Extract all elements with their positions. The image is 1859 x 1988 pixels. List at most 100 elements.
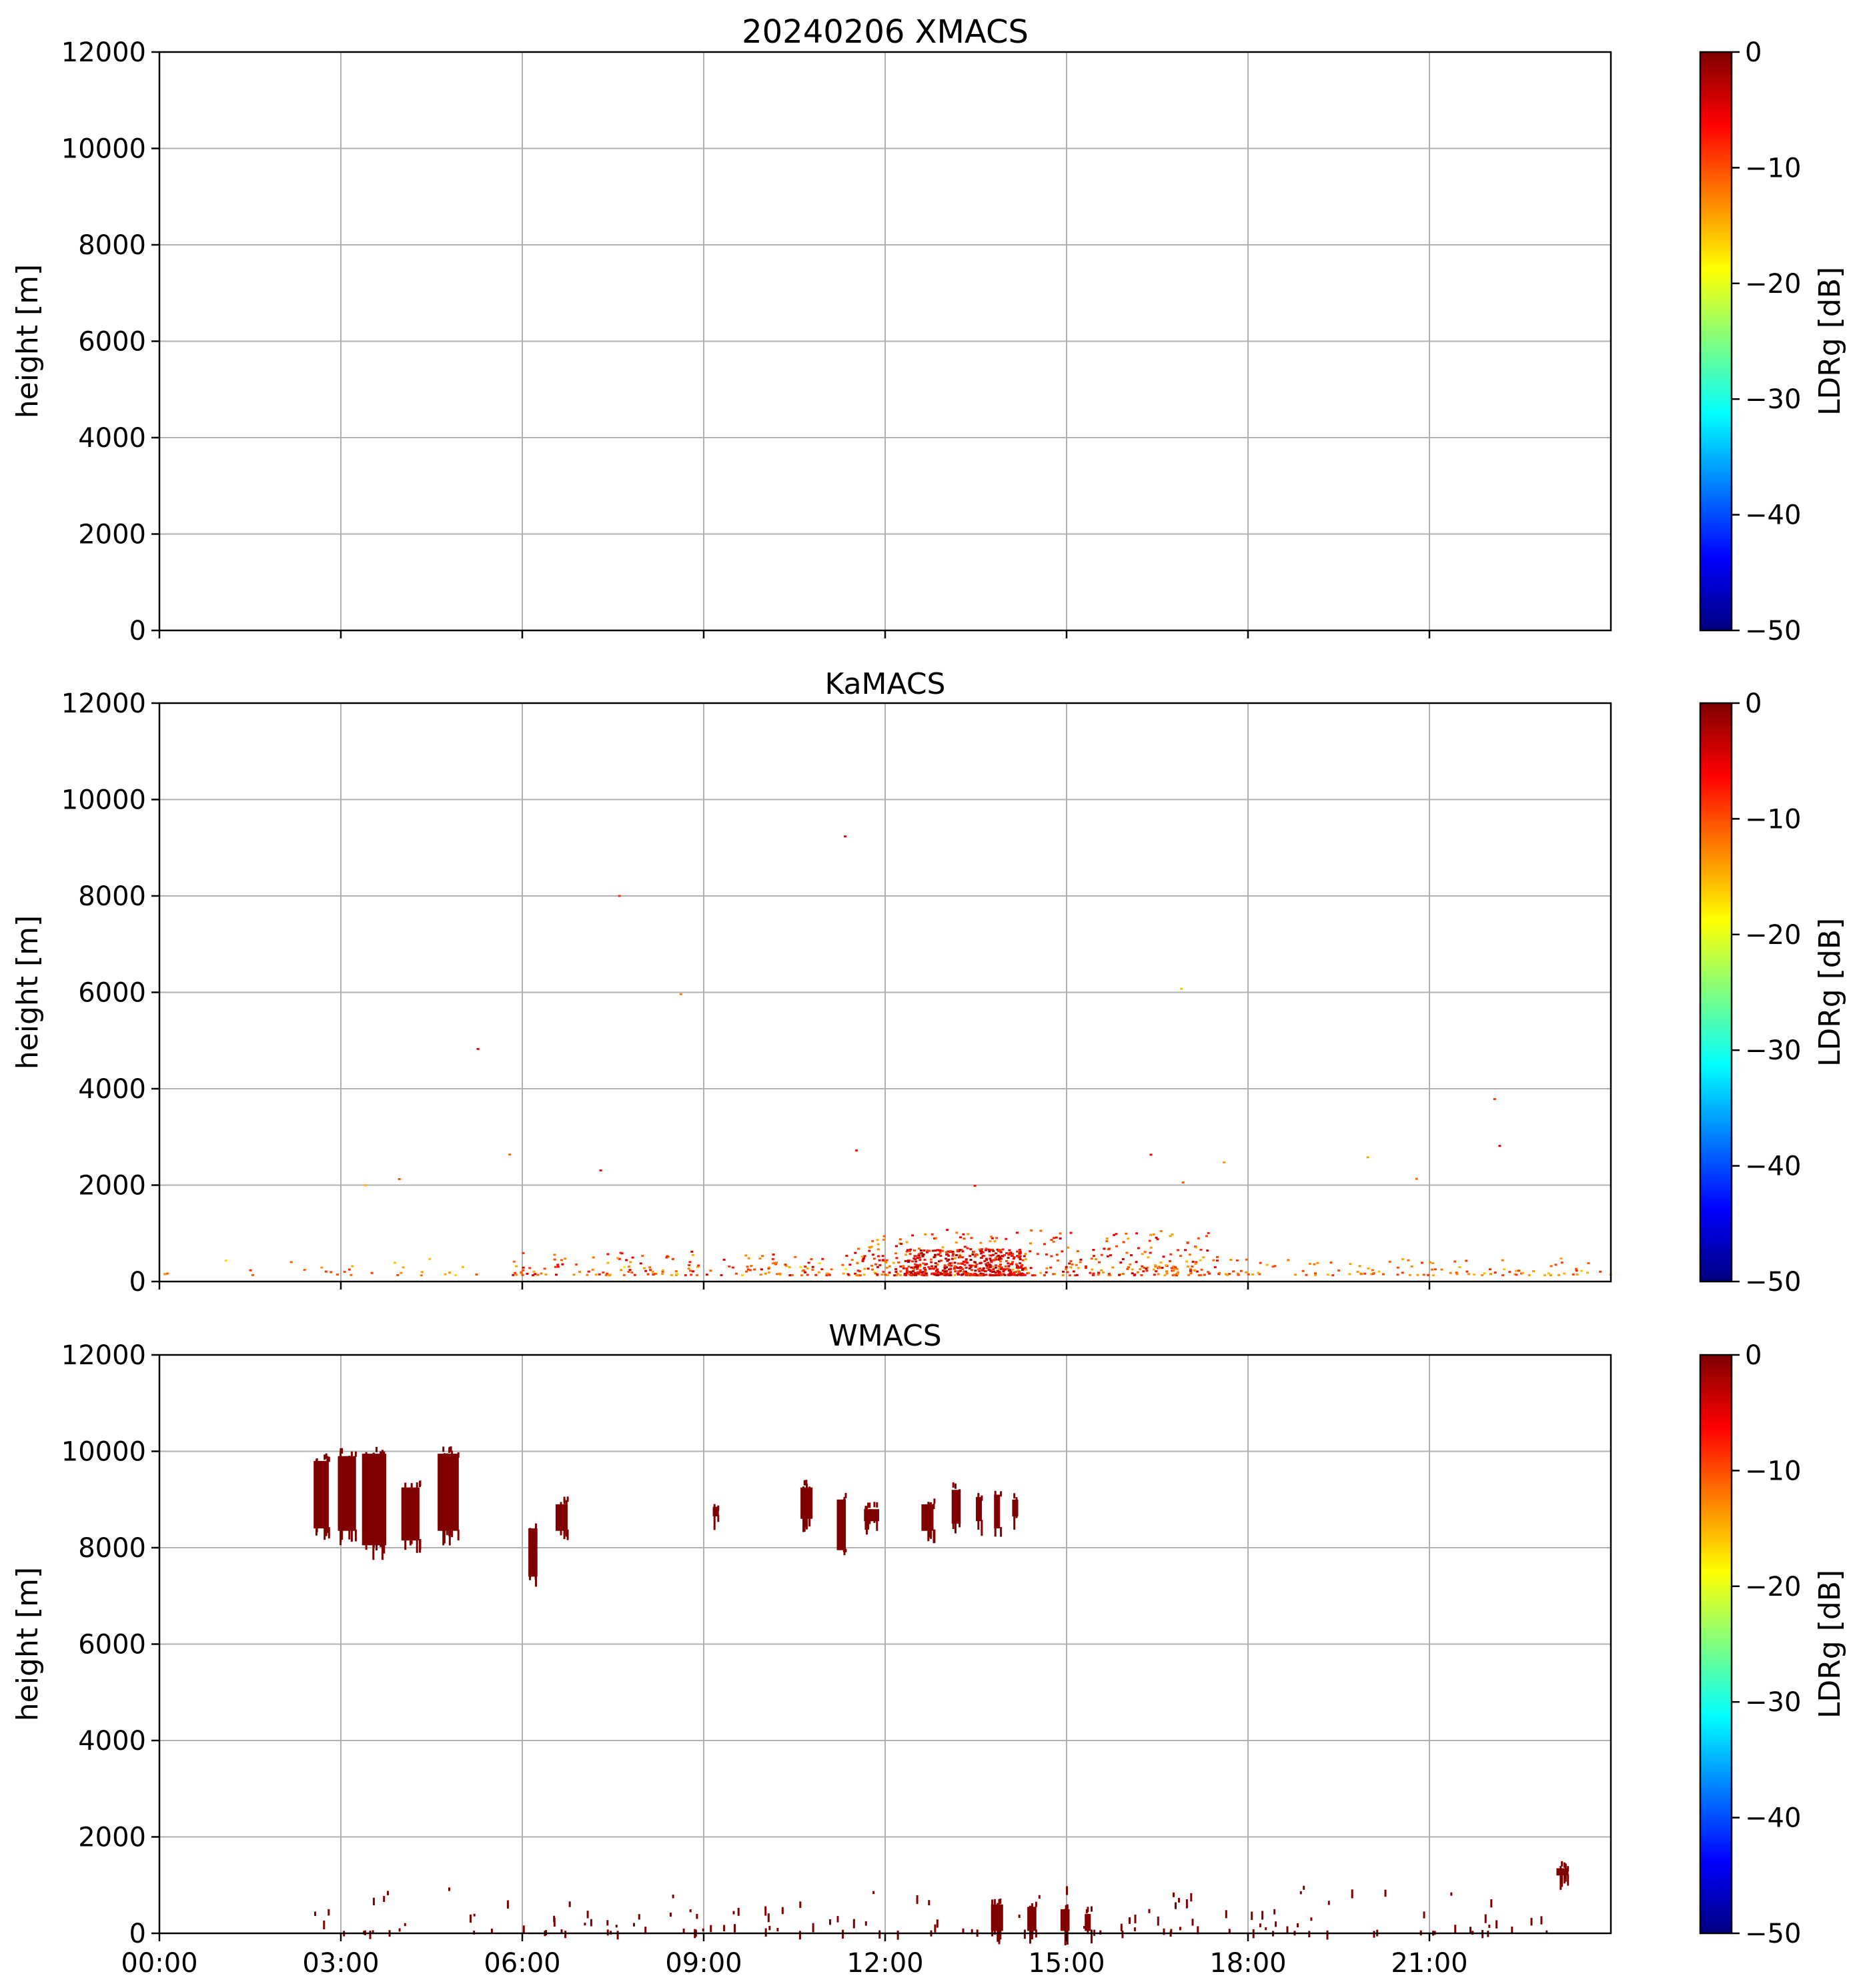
colorbar: −50 −40 −30 −20 −10 0 LDRg [dB] xyxy=(1699,688,1847,1298)
ldr-pixel xyxy=(584,1923,586,1926)
ldr-pixel xyxy=(910,1272,913,1274)
ldr-pixel xyxy=(945,1272,948,1274)
ldr-pixel xyxy=(224,1260,227,1262)
ldr-echo-fringe xyxy=(348,1529,351,1540)
ldr-pixel xyxy=(768,1266,770,1269)
ldr-pixel xyxy=(1062,1270,1065,1273)
ldr-pixel xyxy=(778,1273,782,1276)
ldr-echo-fringe xyxy=(955,1522,957,1534)
ldr-pixel xyxy=(1115,1245,1118,1248)
ldr-pixel xyxy=(905,1250,908,1253)
ldr-echo-fringe xyxy=(867,1502,870,1508)
colorbar-tick-label: −50 xyxy=(1745,616,1801,646)
ldr-pixel xyxy=(928,1268,932,1270)
ldr-pixel xyxy=(1495,1920,1498,1929)
ldr-pixel xyxy=(917,1253,920,1256)
ldr-pixel xyxy=(561,1263,564,1266)
ldr-pixel xyxy=(999,1264,1002,1266)
ldr-pixel xyxy=(1149,1233,1152,1236)
ldr-pixel xyxy=(955,1254,959,1256)
ldr-echo-fringe xyxy=(381,1450,384,1456)
ldr-pixel xyxy=(320,1266,324,1269)
ldr-pixel xyxy=(1130,1254,1133,1257)
ldr-pixel xyxy=(1194,1262,1197,1265)
ldr-echo-fringe xyxy=(381,1544,384,1560)
ldr-pixel xyxy=(400,1272,403,1274)
ldr-pixel xyxy=(1189,1272,1193,1275)
ldr-pixel xyxy=(1059,1237,1062,1239)
ldr-pixel xyxy=(943,1268,947,1270)
ldr-pixel xyxy=(968,1267,971,1270)
ldr-pixel xyxy=(1029,1242,1032,1245)
ldr-low-echo-fringe xyxy=(1087,1907,1089,1913)
ldr-pixel xyxy=(938,1274,941,1276)
ldr-pixel xyxy=(1493,1272,1497,1274)
ldr-echo-fringe xyxy=(443,1529,446,1544)
ldr-pixel xyxy=(993,1240,997,1243)
ldr-pixel xyxy=(544,1274,548,1276)
ldr-pixel xyxy=(949,1268,953,1270)
ldr-pixel xyxy=(1069,1231,1073,1234)
ldr-pixel xyxy=(1017,1271,1021,1274)
ldr-pixel xyxy=(1175,1268,1179,1270)
ldr-pixel xyxy=(918,1248,920,1250)
ldr-pixel xyxy=(1057,1260,1060,1262)
ldr-pixel xyxy=(1550,1265,1553,1268)
ldr-pixel xyxy=(351,1265,354,1268)
ldr-pixel xyxy=(999,1249,1002,1252)
ldr-pixel xyxy=(639,1262,642,1265)
ldr-pixel xyxy=(913,1274,916,1276)
ldr-pixel xyxy=(1133,1927,1136,1931)
ldr-pixel xyxy=(758,1258,762,1260)
ldr-echo-fringe xyxy=(803,1480,806,1486)
ldr-echo-fringe xyxy=(994,1527,997,1537)
ldr-pixel xyxy=(945,1274,949,1276)
ldr-pixel xyxy=(1065,1268,1068,1270)
ldr-pixel xyxy=(885,1259,888,1262)
ldr-pixel xyxy=(1257,1272,1260,1274)
ldr-pixel xyxy=(981,1273,984,1276)
ldr-pixel xyxy=(955,1241,958,1244)
ldr-pixel xyxy=(1076,1250,1079,1252)
ldr-echo-fringe xyxy=(717,1515,720,1522)
ldr-pixel xyxy=(1430,1268,1433,1271)
ldr-pixel xyxy=(907,1266,910,1268)
ldr-pixel xyxy=(937,1254,941,1256)
ldr-echo-fringe xyxy=(529,1528,532,1534)
ldr-low-echo xyxy=(1027,1907,1037,1931)
ldr-pixel xyxy=(1148,1239,1151,1242)
ldr-pixel xyxy=(870,1246,873,1248)
ldr-pixel xyxy=(999,1258,1003,1260)
y-tick-label: 12000 xyxy=(61,37,146,68)
ldr-pixel xyxy=(602,1271,605,1274)
ldr-pixel xyxy=(845,1255,848,1257)
ldr-pixel xyxy=(989,1264,992,1267)
ldr-pixel xyxy=(949,1250,953,1252)
ldr-pixel xyxy=(914,1263,917,1266)
ldr-pixel xyxy=(1186,1241,1189,1244)
ldr-pixel xyxy=(956,1267,959,1270)
ldr-pixel xyxy=(1152,1233,1155,1235)
ldr-pixel xyxy=(927,1266,931,1268)
ldr-pixel xyxy=(989,1240,992,1243)
ldr-echo-fringe xyxy=(873,1520,876,1523)
ldr-pixel xyxy=(1191,1260,1195,1263)
ldr-pixel xyxy=(999,1256,1002,1258)
panels: 0 2000 4000 6000 8000 10000 12000 20240206 XMAC… xyxy=(11,13,1847,1979)
ldr-pixel xyxy=(1028,1911,1031,1915)
panel-kamacs: 0 2000 4000 6000 8000 10000 12000 KaMACS height … xyxy=(11,667,1847,1298)
ldr-pixel xyxy=(972,1250,975,1253)
ldr-pixel xyxy=(1105,1237,1109,1239)
ldr-pixel xyxy=(1147,1256,1150,1259)
ldr-pixel xyxy=(806,1267,809,1270)
ldr-pixel xyxy=(960,1262,963,1265)
ldr-echo-fringe xyxy=(873,1502,876,1508)
ldr-pixel xyxy=(1575,1268,1578,1270)
ldr-pixel xyxy=(1079,1258,1083,1261)
ldr-echo-fringe xyxy=(409,1487,412,1493)
ldr-pixel xyxy=(1415,1177,1418,1180)
ldr-pixel xyxy=(1005,1260,1008,1262)
ldr-pixel xyxy=(314,1911,316,1917)
ldr-pixel xyxy=(894,1252,897,1255)
ldr-echo-fringe xyxy=(451,1450,454,1456)
